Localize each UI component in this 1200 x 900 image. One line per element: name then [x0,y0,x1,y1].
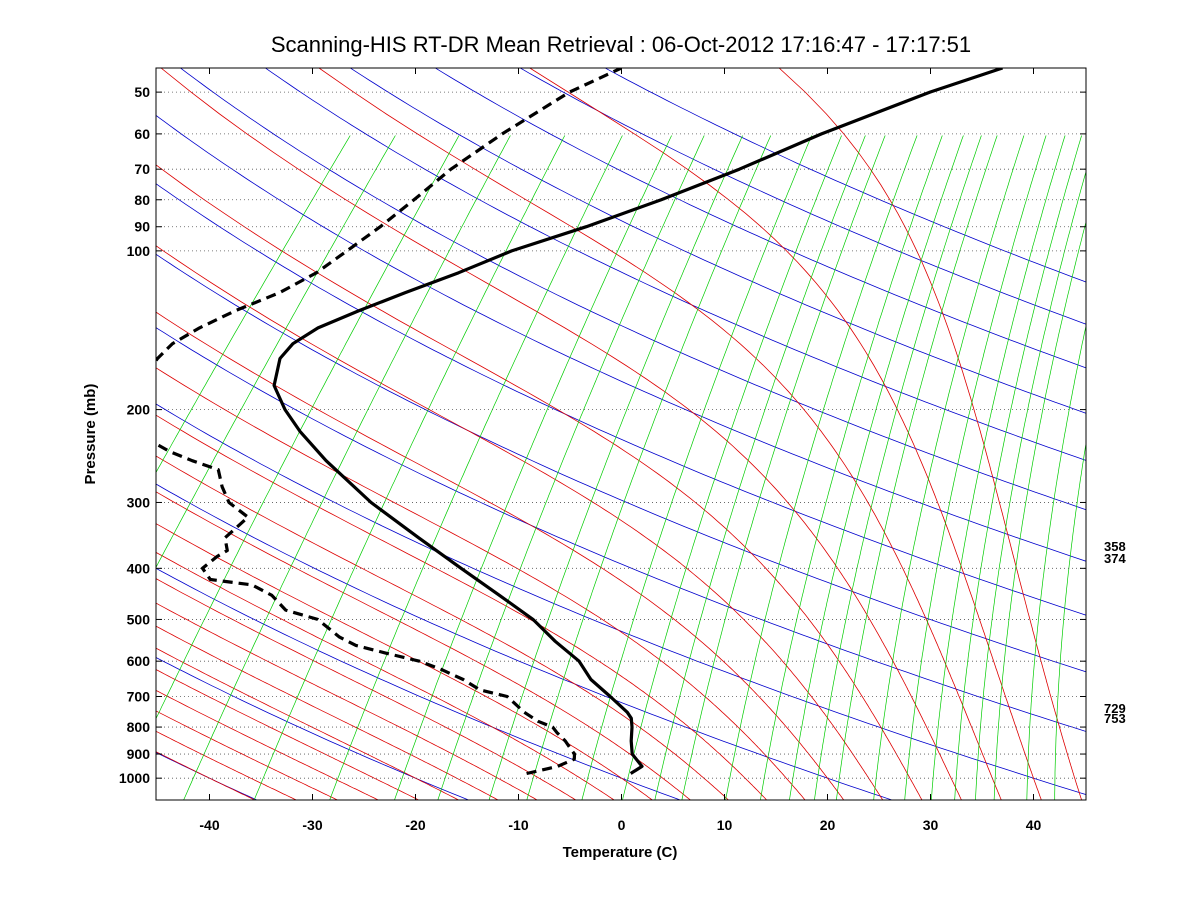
mixing-ratio-line [329,135,623,800]
mixing-ratio-line [725,135,918,800]
y-tick-label: 500 [127,611,151,627]
dry-adiabat [179,68,1086,511]
mixing-ratio-line [654,135,866,800]
y-tick-label: 400 [127,560,151,576]
x-tick-label: 20 [820,817,836,833]
temperature-profile [272,68,1004,775]
dry-adiabat [434,68,1086,369]
moist-adiabat [778,68,1082,800]
x-tick-label: -40 [199,817,219,833]
mixing-ratio-line [760,135,943,800]
x-tick-label: -20 [405,817,425,833]
y-tick-label: 90 [134,219,150,235]
pressure-grid [156,91,1086,779]
x-tick-label: 0 [618,817,626,833]
mixing-ratio-line [156,135,460,720]
annotation-729: 729 [1104,701,1126,716]
mixing-ratio-line [183,135,511,800]
plot-area [156,68,1086,800]
mixing-ratio-line [1026,324,1086,800]
moist-adiabat [156,669,419,800]
moist-adiabat [156,689,379,800]
dewpoint-profile [156,68,623,776]
y-tick-label: 1000 [119,770,150,786]
mixing-ratio-line [954,135,1082,800]
y-tick-label: 50 [134,84,150,100]
dry-adiabat [156,183,1086,616]
mixing-ratio-line [993,220,1086,800]
y-tick-label: 700 [127,688,151,704]
profile-lines [156,68,1004,776]
dry-adiabat [156,483,893,800]
moist-adiabat [156,551,615,800]
moist-adiabat [156,625,499,800]
x-tick-label: 10 [717,817,733,833]
x-tick-label: -10 [508,817,528,833]
x-tick-label: 30 [923,817,939,833]
y-tick-label: 900 [127,746,151,762]
moist-adiabat [318,68,1002,800]
moist-adiabat [156,455,729,800]
moist-adiabat [156,523,653,800]
y-tick-label: 300 [127,494,151,510]
mixing-ratio-line [904,135,1047,800]
y-axis-ticks: 50 60 70 80 90 100 200 300 400 500 600 700 800 900 100… [119,84,1086,786]
mixing-ratio-line [873,135,1025,800]
y-tick-label: 100 [127,243,151,259]
y-tick-label: 80 [134,192,150,208]
x-tick-label: -30 [302,817,322,833]
moist-adiabat [156,578,577,800]
mixing-ratio-line [253,135,566,800]
x-axis-label: Temperature (C) [563,844,678,861]
mixing-ratio-line [930,135,1066,800]
mixing-ratio-line [975,170,1086,800]
mixing-ratio-line [681,135,886,800]
dry-adiabat [156,567,681,800]
mixing-ratio-line [581,135,813,800]
mixing-ratio-line [836,135,998,800]
y-axis-label: Pressure (mb) [82,384,99,485]
moist-adiabat [156,647,459,800]
moist-adiabat [156,491,691,800]
annotation-374: 374 [1104,551,1126,566]
y-tick-label: 600 [127,653,151,669]
mixing-ratio-line [789,135,964,800]
mixing-ratio-line [1054,441,1086,800]
background-lines [156,68,1086,800]
x-tick-label: 40 [1026,817,1042,833]
moist-adiabat [156,414,767,800]
mixing-ratio-line [488,135,743,800]
moist-adiabat [156,245,884,800]
chart-title: Scanning-HIS RT-DR Mean Retrieval : 06-O… [271,32,971,57]
x-axis-ticks: -40 -30 -20 -10 0 10 20 30 40 [199,68,1041,833]
dry-adiabat [156,327,1086,732]
y-tick-label: 200 [127,402,151,418]
mixing-ratio-line [622,135,842,800]
moist-adiabat [156,367,806,800]
annotation-753: 753 [1104,711,1126,726]
mixing-ratio-line [156,135,351,474]
moist-adiabat [156,730,297,800]
mixing-ratio-line [394,135,672,800]
dry-adiabat [604,68,1086,283]
moist-adiabat [160,68,962,800]
dry-adiabat [156,114,1086,562]
dry-adiabat [349,68,1086,414]
moist-adiabat [156,751,256,800]
mixing-ratio-line [814,135,982,800]
moist-adiabat [156,164,923,800]
annotation-358: 358 [1104,539,1126,554]
y-tick-label: 800 [127,719,151,735]
dry-adiabat [156,657,469,800]
y-tick-label: 60 [134,126,150,142]
mixing-ratio-line [437,135,705,800]
moist-adiabat [156,602,538,800]
y-tick-label: 70 [134,161,150,177]
mixing-ratio-line [526,135,772,800]
dry-adiabat [264,68,1086,461]
